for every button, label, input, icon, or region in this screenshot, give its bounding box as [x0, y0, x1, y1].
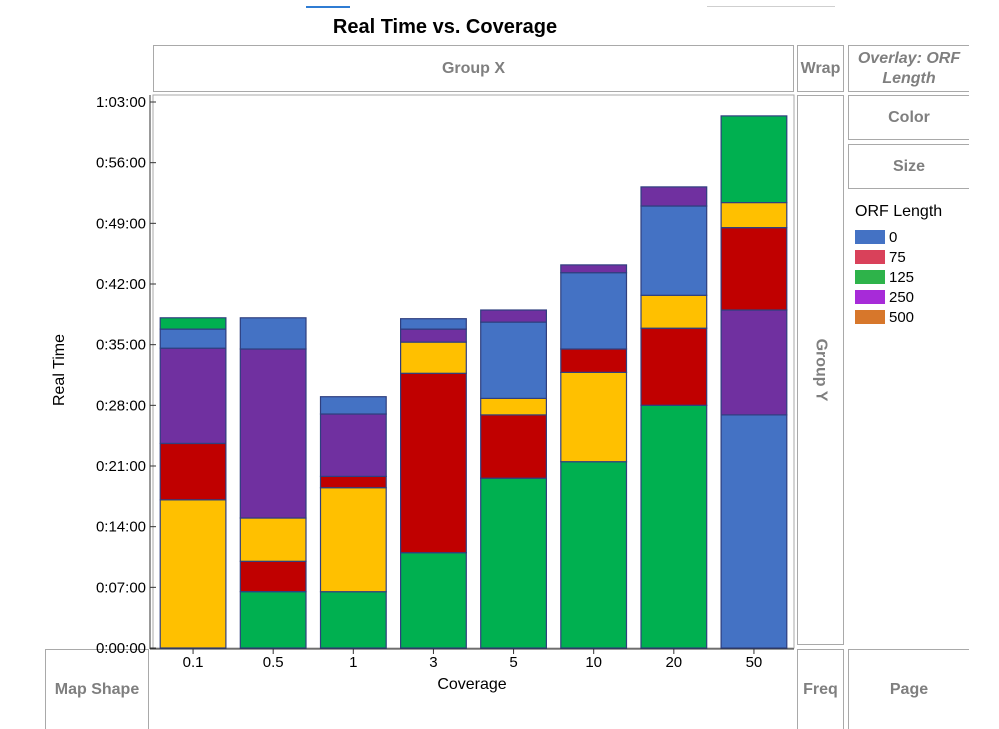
- legend-label: 125: [889, 268, 915, 286]
- bar-segment-0.5-1[interactable]: [239, 560, 307, 593]
- chart-title: Real Time vs. Coverage: [332, 16, 558, 38]
- legend: ORF Length 0 75 125 250 500: [855, 203, 975, 327]
- bar-segment-20-2[interactable]: [640, 294, 708, 329]
- top-tab-indicator: [306, 6, 350, 8]
- x-tick-label: 10: [585, 654, 602, 671]
- bar-segment-0.1-1[interactable]: [159, 442, 227, 501]
- bar-segment-5-1[interactable]: [480, 414, 548, 479]
- bar-segment-50-4[interactable]: [720, 115, 788, 204]
- bar-segment-20-4[interactable]: [640, 186, 708, 207]
- legend-label: 250: [889, 288, 915, 306]
- legend-title: ORF Length: [855, 203, 943, 220]
- x-axis-title: Coverage: [437, 676, 506, 693]
- x-tick-label: 5: [509, 654, 517, 671]
- y-tick-label: 0:42:00: [96, 276, 146, 293]
- bar-segment-5-0[interactable]: [480, 477, 548, 649]
- bar-segment-3-4[interactable]: [400, 318, 467, 330]
- legend-swatch: [855, 310, 885, 324]
- page-zone[interactable]: Page: [848, 649, 969, 729]
- bar-segment-10-1[interactable]: [560, 371, 628, 463]
- bar-segment-10-3[interactable]: [560, 272, 628, 350]
- y-tick-label: 0:21:00: [96, 458, 146, 475]
- bar-segment-50-2[interactable]: [720, 227, 788, 311]
- bar-segment-5-3[interactable]: [480, 321, 548, 400]
- freq-zone[interactable]: Freq: [797, 649, 844, 729]
- legend-item[interactable]: 75: [855, 247, 975, 267]
- size-zone[interactable]: Size: [848, 144, 969, 189]
- group-x-zone[interactable]: Group X: [153, 45, 794, 92]
- bar-segment-0.5-3[interactable]: [239, 348, 307, 519]
- bar-segment-1-0[interactable]: [319, 591, 387, 649]
- bar-segment-0.5-2[interactable]: [239, 517, 307, 562]
- legend-swatch: [855, 230, 885, 244]
- bar-segment-20-3[interactable]: [640, 205, 708, 296]
- bar-segment-50-1[interactable]: [720, 309, 788, 416]
- legend-label: 500: [889, 308, 915, 326]
- bar-segment-0.1-4[interactable]: [159, 317, 227, 330]
- bar-segment-0.5-4[interactable]: [239, 317, 307, 350]
- top-divider: [707, 6, 835, 7]
- bar-segment-5-2[interactable]: [480, 397, 548, 416]
- x-tick-label: 20: [665, 654, 682, 671]
- bar-segment-10-4[interactable]: [560, 264, 628, 274]
- legend-swatch: [855, 250, 885, 264]
- y-tick-label: 0:56:00: [96, 155, 146, 172]
- y-tick-label: 0:00:00: [96, 640, 146, 657]
- legend-item[interactable]: 125: [855, 267, 975, 287]
- bar-segment-3-3[interactable]: [400, 328, 467, 343]
- color-zone[interactable]: Color: [848, 95, 969, 140]
- bar-segment-50-3[interactable]: [720, 201, 788, 229]
- bar-segment-3-0[interactable]: [400, 552, 467, 649]
- x-tick-label: 50: [746, 654, 763, 671]
- bar-segment-0.1-0[interactable]: [159, 499, 227, 649]
- legend-item[interactable]: 500: [855, 307, 975, 327]
- y-tick-label: 0:07:00: [96, 579, 146, 596]
- x-tick-label: 3: [429, 654, 437, 671]
- bar-segment-1-1[interactable]: [319, 487, 387, 593]
- y-axis-title: Real Time: [51, 334, 68, 406]
- bar-segment-1-2[interactable]: [319, 475, 387, 489]
- legend-swatch: [855, 290, 885, 304]
- legend-swatch: [855, 270, 885, 284]
- legend-item[interactable]: 250: [855, 287, 975, 307]
- y-tick-label: 0:28:00: [96, 397, 146, 414]
- x-tick-label: 0.5: [263, 654, 284, 671]
- overlay-label: Overlay: ORF Length: [857, 49, 961, 87]
- bar-segment-10-2[interactable]: [560, 348, 628, 373]
- bar-segment-20-0[interactable]: [640, 404, 708, 649]
- bar-segment-1-4[interactable]: [319, 396, 387, 415]
- bar-segment-0.1-3[interactable]: [159, 328, 227, 349]
- legend-label: 75: [889, 248, 906, 266]
- y-tick-label: 0:35:00: [96, 337, 146, 354]
- legend-item[interactable]: 0: [855, 227, 975, 247]
- x-tick-label: 1: [349, 654, 357, 671]
- bar-segment-0.1-2[interactable]: [159, 347, 227, 445]
- wrap-zone[interactable]: Wrap: [797, 45, 844, 92]
- bar-segment-1-3[interactable]: [319, 413, 387, 478]
- bar-segment-0.5-0[interactable]: [239, 591, 307, 649]
- y-tick-label: 0:49:00: [96, 215, 146, 232]
- legend-label: 0: [889, 228, 898, 246]
- bar-segment-50-0[interactable]: [720, 414, 788, 649]
- map-shape-zone[interactable]: Map Shape: [45, 649, 149, 729]
- overlay-zone[interactable]: Overlay: ORF Length: [848, 45, 969, 92]
- y-tick-label: 1:03:00: [96, 94, 146, 111]
- bar-segment-3-2[interactable]: [400, 341, 467, 374]
- y-tick-label: 0:14:00: [96, 519, 146, 536]
- bar-segment-20-1[interactable]: [640, 327, 708, 406]
- bar-segment-5-4[interactable]: [480, 309, 548, 323]
- bar-segment-3-1[interactable]: [400, 372, 467, 554]
- bar-segment-10-0[interactable]: [560, 461, 628, 649]
- x-tick-label: 0.1: [183, 654, 204, 671]
- group-y-zone[interactable]: Group Y: [797, 95, 844, 645]
